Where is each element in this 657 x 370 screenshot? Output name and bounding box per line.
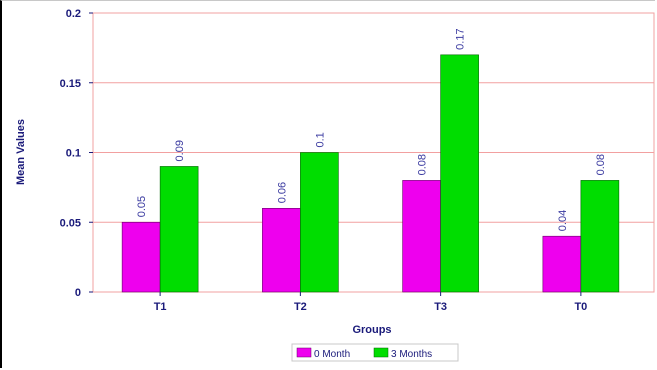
y-tick-label: 0.15 [60, 78, 81, 90]
bar-t0-series-1 [580, 180, 620, 293]
y-tick-label: 0.1 [66, 148, 81, 160]
data-label-t3-series-1: 0.17 [455, 28, 467, 49]
y-tick-label: 0 [75, 287, 81, 299]
x-tick-label-t1: T1 [154, 301, 167, 313]
bar-t3-series-1 [440, 54, 479, 293]
y-axis-ticks: 0 0.05 0.1 0.15 0.2 [60, 8, 93, 299]
data-label-t1-series-0: 0.05 [136, 196, 148, 217]
legend-label-0-month: 0 Month [314, 349, 350, 360]
legend-label-3-months: 3 Months [391, 349, 432, 360]
data-label-t0-series-0: 0.04 [557, 210, 569, 231]
y-tick-label: 0.2 [66, 8, 81, 20]
bar-t0-series-0 [542, 235, 582, 293]
bar-t1-series-1 [159, 166, 199, 293]
bar-t3-series-0 [402, 180, 441, 293]
legend-swatch-0-month [296, 347, 312, 358]
x-tick-label-t2: T2 [294, 301, 307, 313]
bar-t2-series-1 [300, 152, 339, 293]
data-label-t3-series-0: 0.08 [417, 154, 429, 175]
data-label-t1-series-1: 0.09 [174, 140, 186, 161]
legend: 0 Month 3 Months [291, 343, 459, 362]
x-axis-ticks: T1 T2 T3 T0 [154, 292, 587, 313]
data-label-t2-series-0: 0.06 [276, 182, 288, 203]
bars [121, 54, 620, 293]
data-label-t0-series-1: 0.08 [595, 154, 607, 175]
bar-t1-series-0 [121, 221, 161, 293]
x-tick-label-t0: T0 [574, 301, 587, 313]
data-labels: 0.05 0.09 0.06 0.1 0.08 0.17 0.04 0.08 [136, 28, 607, 231]
bar-t2-series-0 [262, 208, 301, 293]
x-tick-label-t3: T3 [434, 301, 447, 313]
legend-swatch-3-months [373, 347, 389, 358]
y-axis-title: Mean Values [15, 119, 27, 185]
data-label-t2-series-1: 0.1 [314, 132, 326, 147]
x-axis-title: Groups [352, 324, 391, 336]
y-tick-label: 0.05 [60, 217, 81, 229]
